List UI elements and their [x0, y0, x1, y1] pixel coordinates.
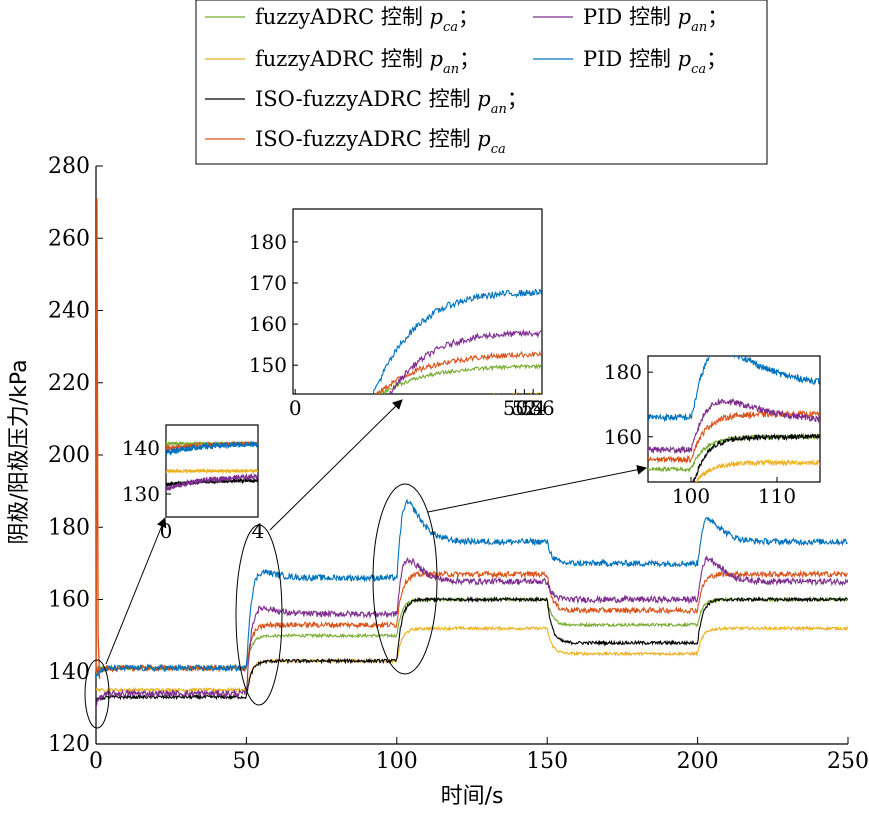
main-y-tick-label: 240: [48, 299, 90, 324]
zoom-ellipse-1: [235, 524, 283, 706]
inset-2-series-3: [648, 409, 820, 464]
main-x-tick-label: 200: [677, 749, 719, 774]
main-x-tick-label: 250: [827, 749, 869, 774]
inset-0-series-1: [166, 467, 258, 475]
zoom-ellipse-2: [372, 483, 438, 675]
inset-1-series-left-4: [293, 428, 355, 445]
inset-0-y-tick-label: 140: [122, 436, 160, 460]
inset-2-x-tick-label: 100: [672, 484, 710, 508]
inset-1-y-tick-label: 150: [249, 353, 287, 377]
inset-1-series-left-2: [293, 433, 355, 442]
main-y-tick-label: 260: [48, 226, 90, 251]
legend-entry-5: ISO-fuzzyADRC 控制 pca: [255, 127, 506, 157]
inset-1-series-5: [372, 288, 542, 394]
inset-1-series-left-0: [293, 400, 355, 404]
legend-box: [195, 0, 768, 165]
zoom-annotations: [84, 399, 647, 729]
main-y-tick-label: 220: [48, 371, 90, 396]
y-axis-title: 阴极/阳极压力/kPa: [7, 359, 32, 544]
inset-1-y-tick-label: 160: [249, 312, 287, 336]
series-line-4: [96, 554, 848, 708]
legend-entry-1: PID 控制 pan；: [583, 5, 728, 35]
series-line-2: [96, 595, 848, 704]
main-y-tick-label: 180: [48, 515, 90, 540]
zoom-arrow-0: [105, 517, 167, 665]
inset-0: 0 4 130 140: [122, 424, 265, 543]
x-axis-title: 时间/s: [441, 784, 504, 809]
main-y-tick-label: 200: [48, 443, 90, 468]
inset-1-frame: [292, 208, 543, 395]
inset-1-x-tick-label: 52: [512, 396, 537, 420]
series-line-1: [96, 625, 848, 694]
inset-1-series-0: [377, 363, 542, 394]
main-y-tick-label: 160: [48, 588, 90, 613]
inset-1-series-4: [389, 328, 542, 394]
main-x-tick-label: 150: [526, 749, 568, 774]
inset-1-y-tick-label: 170: [249, 271, 287, 295]
inset-2-series-4: [648, 397, 820, 455]
inset-0-x-tick-label: 4: [252, 519, 265, 543]
initial-spike: [95, 198, 101, 679]
main-x-tick-label: 50: [232, 749, 260, 774]
inset-1-series-left-5: [293, 399, 355, 413]
inset-2-series-2: [692, 432, 820, 482]
inset-1-x-tick-label: 50: [503, 396, 528, 420]
legend-entry-0: fuzzyADRC 控制 pca；: [255, 5, 479, 35]
main-x-tick-label: 100: [376, 749, 418, 774]
inset-0-y-tick-label: 130: [122, 482, 160, 506]
inset-2-x-tick-label: 110: [758, 484, 796, 508]
inset-1-x-tick-label: 54: [520, 396, 545, 420]
inset-1-y-tick-label: 180: [249, 230, 287, 254]
inset-1-series-left-1: [293, 425, 355, 429]
inset-2-y-tick-label: 160: [604, 425, 642, 449]
inset-1-x-tick-label: 56: [529, 396, 554, 420]
inset-2-series-5: [648, 356, 820, 423]
series-line-3: [96, 569, 848, 674]
inset-1-x-tick-label: 0: [289, 396, 302, 420]
legend: fuzzyADRC 控制 pca； PID 控制 pan； fuzzyADRC 控制…: [195, 0, 768, 165]
inset-2-y-tick-label: 180: [604, 360, 642, 384]
main-y-tick-label: 280: [48, 154, 90, 179]
series-line-5: [96, 498, 848, 679]
zoom-ellipse-0: [84, 659, 110, 729]
main-x-tick-label: 0: [89, 749, 103, 774]
inset-2: 100 110 160 180: [604, 355, 821, 508]
inset-0-x-tick-label: 0: [160, 519, 173, 543]
series-line-0: [96, 596, 848, 672]
inset-1-series-3: [376, 350, 542, 394]
inset-0-series-4: [166, 472, 258, 491]
main-plot-area: 0 50 100 150 200 250 120 140 160 180 200 220 240 260 2…: [48, 154, 869, 774]
inset-1-series-left-3: [293, 400, 355, 409]
main-y-tick-label: 140: [48, 660, 90, 685]
legend-entry-3: PID 控制 pca；: [583, 47, 727, 77]
inset-0-series-5: [166, 440, 258, 456]
inset-2-series-1: [695, 458, 820, 482]
zoom-arrow-1: [269, 399, 403, 531]
legend-entry-4: ISO-fuzzyADRC 控制 pan；: [255, 87, 528, 117]
main-y-tick-label: 120: [48, 732, 90, 757]
legend-entry-2: fuzzyADRC 控制 pan；: [255, 47, 480, 77]
zoom-arrow-2: [427, 464, 647, 513]
inset-0-series-2: [166, 477, 258, 488]
